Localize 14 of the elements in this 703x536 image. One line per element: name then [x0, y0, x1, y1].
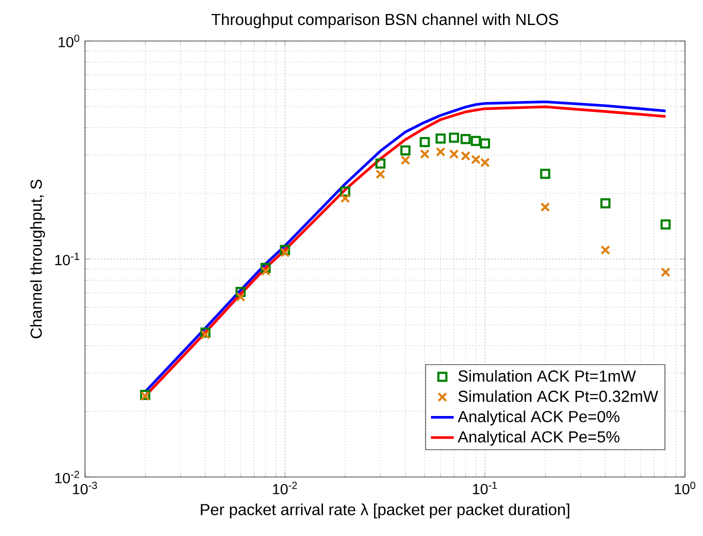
y-tick-label: 10$^{0}$	[58, 34, 80, 48]
legend-label: Simulation ACK Pt=1mW	[458, 370, 636, 382]
y-tick-label: 10$^{-2}$	[55, 470, 80, 484]
y-axis-title: Channel throughput, S	[30, 180, 46, 338]
legend-label: Simulation ACK Pt=0.32mW	[458, 390, 658, 402]
x-tick-label: 10$^{-3}$	[73, 482, 97, 494]
legend-label: Analytical ACK Pe=0%	[458, 410, 620, 426]
x-tick-label: 10$^{-2}$	[273, 482, 297, 494]
legend-label: Analytical ACK Pe=5%	[458, 430, 620, 446]
x-tick-label: 10$^{0}$	[674, 482, 696, 494]
chart-title: Throughput comparison BSN channel with NLOS	[211, 13, 558, 28]
y-tick-label: 10$^{-1}$	[55, 252, 80, 266]
x-tick-label: 10$^{-1}$	[473, 482, 497, 494]
x-axis-title: Per packet arrival rate λ [packet per packet duration]	[200, 503, 570, 518]
